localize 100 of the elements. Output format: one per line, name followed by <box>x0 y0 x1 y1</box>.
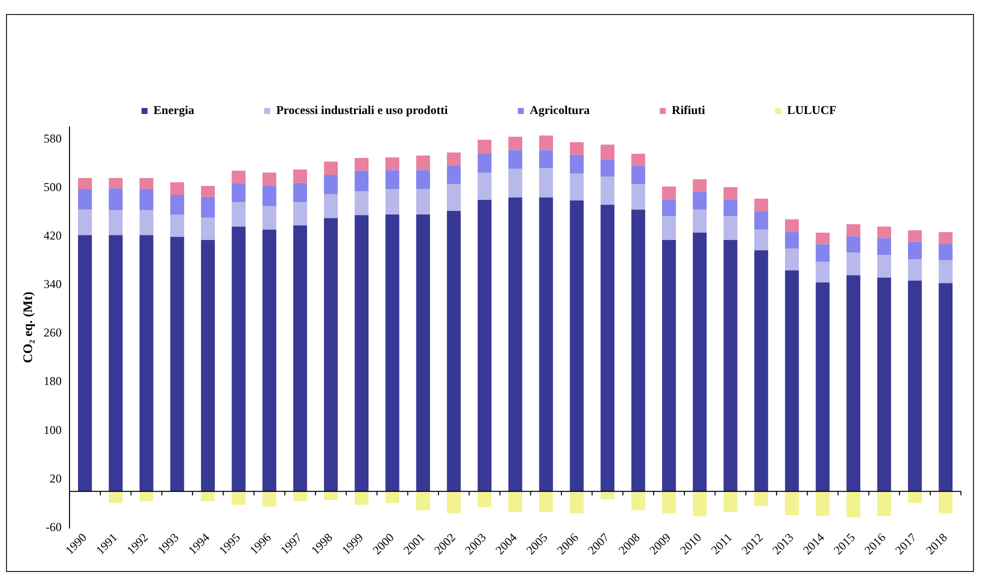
bar <box>140 235 154 492</box>
bar <box>478 153 492 173</box>
bar <box>170 182 184 196</box>
y-tick-label: 420 <box>44 228 62 242</box>
bar <box>785 248 799 270</box>
y-tick-label: 580 <box>44 131 62 146</box>
bar <box>385 491 400 503</box>
bar <box>908 230 922 242</box>
bar <box>785 219 799 232</box>
bar <box>170 214 184 237</box>
bar <box>785 491 799 516</box>
bar <box>662 240 676 492</box>
bar <box>724 200 738 216</box>
legend-label: Processi industriali e uso prodotti <box>276 103 448 118</box>
bar <box>508 491 522 512</box>
bar <box>631 210 646 492</box>
bar <box>662 186 676 200</box>
bar <box>478 491 492 508</box>
legend-label: LULUCF <box>787 103 836 118</box>
bar <box>108 491 123 503</box>
bar <box>570 174 584 200</box>
bar <box>754 491 768 506</box>
bar <box>446 152 461 166</box>
bar <box>416 156 430 170</box>
bar <box>385 188 400 214</box>
bar <box>877 226 892 238</box>
bar <box>631 166 646 184</box>
y-tick-label: 500 <box>44 180 62 194</box>
bar <box>201 491 215 502</box>
bar <box>416 491 430 510</box>
bar <box>262 172 276 186</box>
y-axis-title: CO₂ eq. (Mt) <box>20 292 36 364</box>
bar <box>692 210 707 233</box>
y-tick-label: 260 <box>44 326 62 340</box>
bar <box>324 174 338 194</box>
bar <box>692 192 707 210</box>
bar <box>293 491 308 502</box>
bar <box>600 176 614 205</box>
bar <box>78 210 92 236</box>
legend-label: Agricoltura <box>530 103 590 118</box>
bar <box>877 491 892 516</box>
bar <box>816 262 830 282</box>
bar <box>816 232 830 244</box>
bar <box>846 491 860 518</box>
bar <box>324 218 338 492</box>
bar <box>754 230 768 250</box>
bar <box>293 170 308 183</box>
bar <box>600 491 614 500</box>
bar <box>724 187 738 200</box>
bar <box>140 491 154 502</box>
bar <box>508 197 522 492</box>
bar <box>662 216 676 240</box>
bar <box>877 278 892 492</box>
bar <box>846 224 860 236</box>
bar <box>385 170 400 189</box>
bar <box>846 275 860 492</box>
bar <box>354 158 369 171</box>
bar <box>324 162 338 175</box>
bar <box>232 170 246 184</box>
bar <box>662 200 676 216</box>
bar <box>754 250 768 492</box>
bar <box>446 165 461 184</box>
bar <box>201 240 215 492</box>
bar <box>140 210 154 236</box>
bar <box>478 172 492 200</box>
bar <box>262 186 276 206</box>
bar <box>724 491 738 512</box>
bar <box>78 188 92 210</box>
bar <box>662 491 676 514</box>
bar <box>631 154 646 166</box>
bar <box>354 170 369 192</box>
legend-label: Rifiuti <box>672 103 706 118</box>
bar <box>140 178 154 189</box>
bar <box>201 196 215 218</box>
y-tick-label: 180 <box>44 374 62 388</box>
bar <box>938 260 953 284</box>
bar <box>539 197 553 492</box>
bar <box>938 491 953 514</box>
bar <box>785 270 799 492</box>
bar <box>78 235 92 492</box>
bar <box>908 242 922 260</box>
bar <box>108 235 123 492</box>
bar <box>692 179 707 192</box>
bar <box>539 491 553 512</box>
bar <box>262 230 276 492</box>
bar <box>478 200 492 492</box>
y-tick-label: 340 <box>44 277 62 292</box>
bar <box>724 240 738 492</box>
bar <box>754 211 768 230</box>
bar <box>170 236 184 492</box>
bar <box>108 178 123 188</box>
bar <box>262 491 276 507</box>
bar <box>446 184 461 211</box>
bar <box>570 491 584 514</box>
bar <box>78 178 92 189</box>
bar <box>508 168 522 198</box>
bar <box>631 491 646 510</box>
bar <box>446 210 461 492</box>
bar <box>754 198 768 212</box>
bar <box>354 491 369 505</box>
